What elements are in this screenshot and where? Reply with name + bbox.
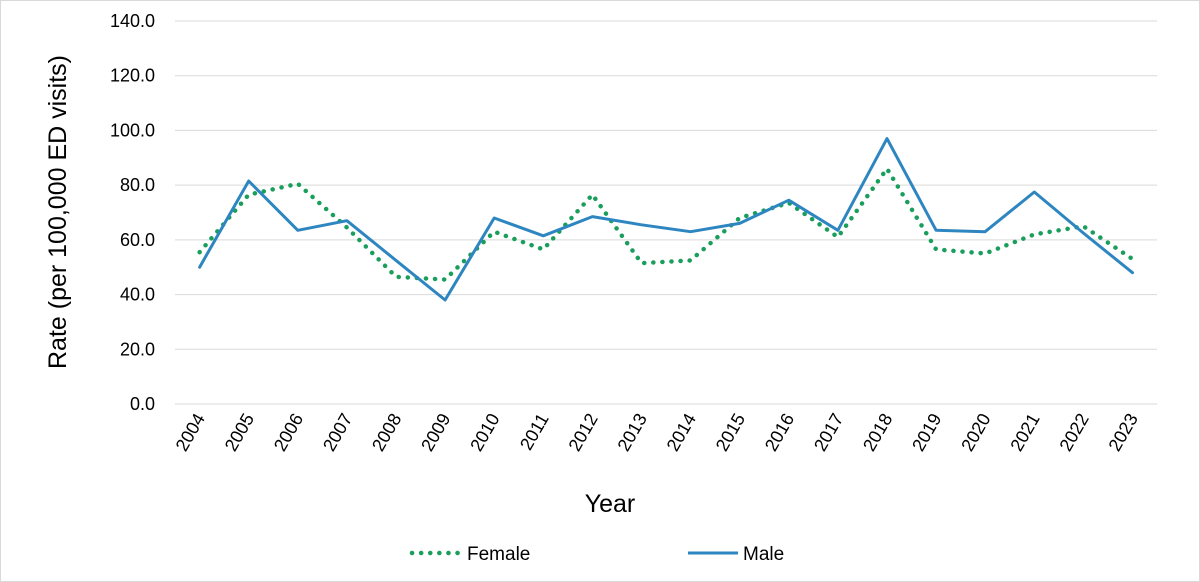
legend-label-male: Male	[743, 544, 784, 565]
y-axis-title: Rate (per 100,000 ED visits)	[44, 55, 72, 369]
y-tick-label: 100.0	[110, 120, 155, 140]
y-tick-label: 40.0	[120, 285, 155, 305]
y-tick-label: 80.0	[120, 175, 155, 195]
y-tick-label: 120.0	[110, 66, 155, 86]
series-line-male	[198, 137, 1134, 302]
gridlines	[175, 20, 1157, 405]
y-tick-label: 0.0	[130, 394, 155, 414]
x-axis-title: Year	[585, 490, 636, 518]
legend: Female Male	[409, 544, 784, 565]
y-tick-labels: 0.0 20.0 40.0 60.0 80.0 100.0 120.0 140.0	[110, 11, 155, 414]
series-lines	[197, 137, 1135, 302]
y-tick-label: 20.0	[120, 339, 155, 359]
y-tick-label: 140.0	[110, 11, 155, 31]
y-tick-label: 60.0	[120, 230, 155, 250]
legend-label-female: Female	[467, 544, 530, 565]
